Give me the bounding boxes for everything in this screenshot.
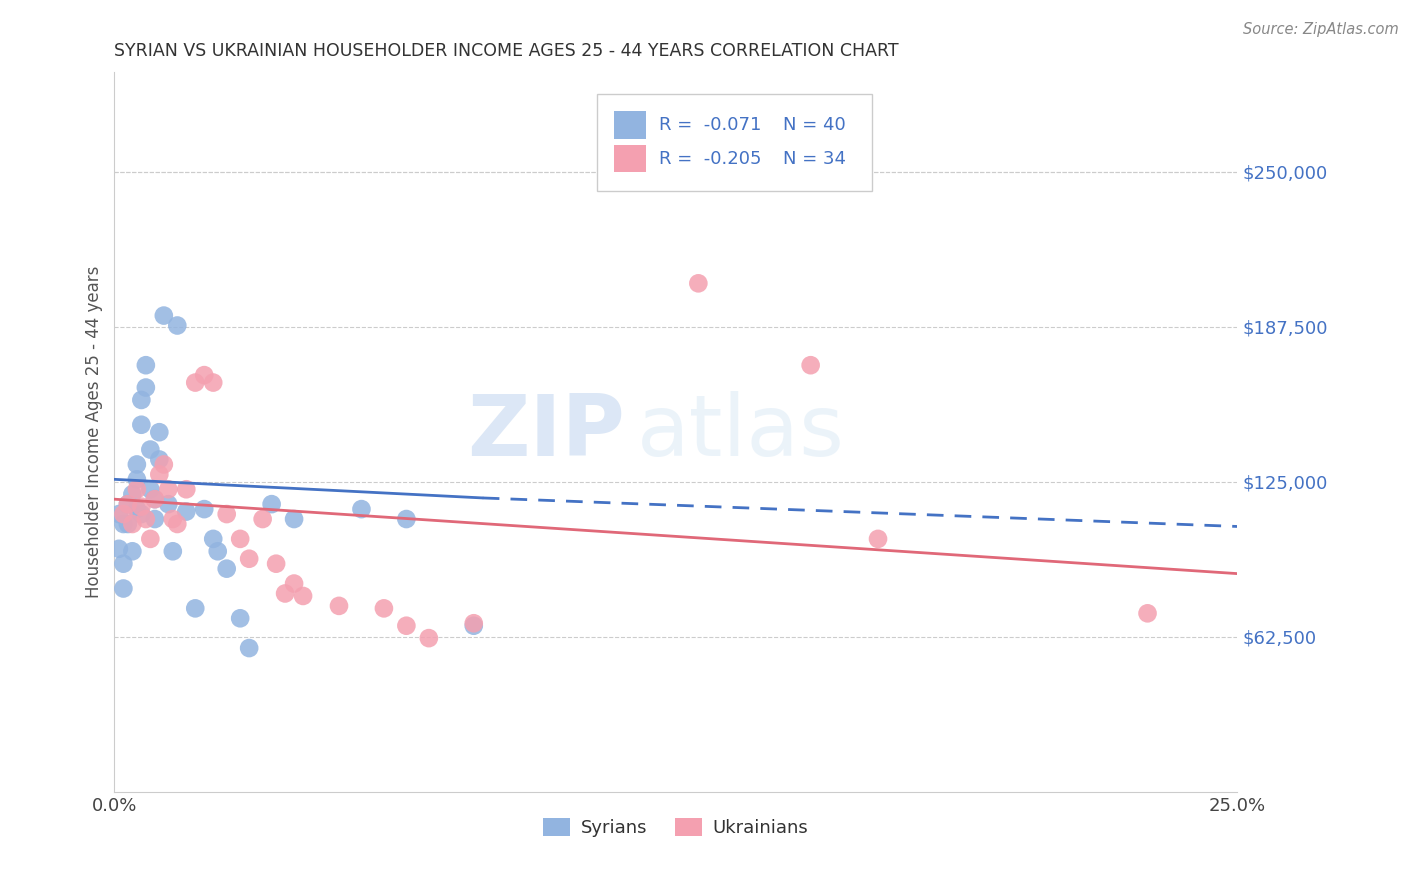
- Y-axis label: Householder Income Ages 25 - 44 years: Householder Income Ages 25 - 44 years: [86, 266, 103, 599]
- Point: [292, 589, 315, 603]
- Text: atlas: atlas: [637, 391, 845, 474]
- Text: N = 40: N = 40: [783, 116, 845, 134]
- Point: [125, 483, 148, 497]
- Point: [463, 618, 485, 632]
- Point: [688, 277, 710, 291]
- Point: [148, 467, 170, 482]
- Text: N = 34: N = 34: [783, 150, 845, 168]
- Point: [395, 618, 418, 632]
- Point: [207, 544, 229, 558]
- Point: [143, 492, 166, 507]
- Point: [135, 358, 157, 372]
- Point: [166, 318, 188, 333]
- Point: [395, 512, 418, 526]
- Point: [139, 483, 162, 497]
- Point: [229, 611, 252, 625]
- Point: [174, 483, 197, 497]
- Point: [238, 641, 260, 656]
- Point: [148, 425, 170, 440]
- Point: [202, 532, 225, 546]
- FancyBboxPatch shape: [614, 145, 645, 172]
- Point: [373, 601, 395, 615]
- Point: [135, 512, 157, 526]
- Point: [328, 599, 350, 613]
- FancyBboxPatch shape: [598, 94, 872, 191]
- Point: [252, 512, 274, 526]
- Point: [153, 458, 176, 472]
- Text: ZIP: ZIP: [468, 391, 626, 474]
- Point: [131, 392, 153, 407]
- Point: [215, 507, 238, 521]
- Text: Source: ZipAtlas.com: Source: ZipAtlas.com: [1243, 22, 1399, 37]
- Point: [112, 507, 135, 521]
- Point: [112, 557, 135, 571]
- Point: [202, 376, 225, 390]
- Point: [143, 512, 166, 526]
- Point: [121, 516, 143, 531]
- Point: [238, 551, 260, 566]
- Point: [274, 586, 297, 600]
- Point: [166, 516, 188, 531]
- Point: [283, 576, 305, 591]
- Point: [148, 452, 170, 467]
- Point: [866, 532, 889, 546]
- Point: [131, 507, 153, 521]
- Point: [131, 417, 153, 432]
- Point: [162, 512, 184, 526]
- Point: [157, 497, 180, 511]
- Point: [283, 512, 305, 526]
- Point: [143, 492, 166, 507]
- Point: [139, 442, 162, 457]
- Point: [229, 532, 252, 546]
- Point: [131, 500, 153, 514]
- Point: [117, 516, 139, 531]
- Point: [1136, 607, 1159, 621]
- Point: [418, 631, 440, 645]
- Point: [215, 562, 238, 576]
- Point: [125, 458, 148, 472]
- Point: [117, 497, 139, 511]
- Legend: Syrians, Ukrainians: Syrians, Ukrainians: [536, 810, 815, 844]
- Point: [174, 505, 197, 519]
- Point: [260, 497, 283, 511]
- Point: [108, 507, 131, 521]
- Text: R =  -0.205: R = -0.205: [659, 150, 762, 168]
- Point: [139, 532, 162, 546]
- FancyBboxPatch shape: [614, 112, 645, 138]
- Point: [264, 557, 287, 571]
- Point: [153, 309, 176, 323]
- Point: [162, 544, 184, 558]
- Point: [112, 516, 135, 531]
- Point: [184, 376, 207, 390]
- Point: [350, 502, 373, 516]
- Point: [184, 601, 207, 615]
- Point: [121, 487, 143, 501]
- Point: [157, 483, 180, 497]
- Point: [193, 368, 215, 383]
- Point: [125, 502, 148, 516]
- Point: [117, 497, 139, 511]
- Text: R =  -0.071: R = -0.071: [659, 116, 762, 134]
- Point: [112, 582, 135, 596]
- Point: [800, 358, 823, 372]
- Point: [193, 502, 215, 516]
- Point: [135, 380, 157, 394]
- Point: [108, 541, 131, 556]
- Point: [121, 544, 143, 558]
- Point: [463, 616, 485, 631]
- Text: SYRIAN VS UKRAINIAN HOUSEHOLDER INCOME AGES 25 - 44 YEARS CORRELATION CHART: SYRIAN VS UKRAINIAN HOUSEHOLDER INCOME A…: [114, 42, 898, 60]
- Point: [125, 472, 148, 486]
